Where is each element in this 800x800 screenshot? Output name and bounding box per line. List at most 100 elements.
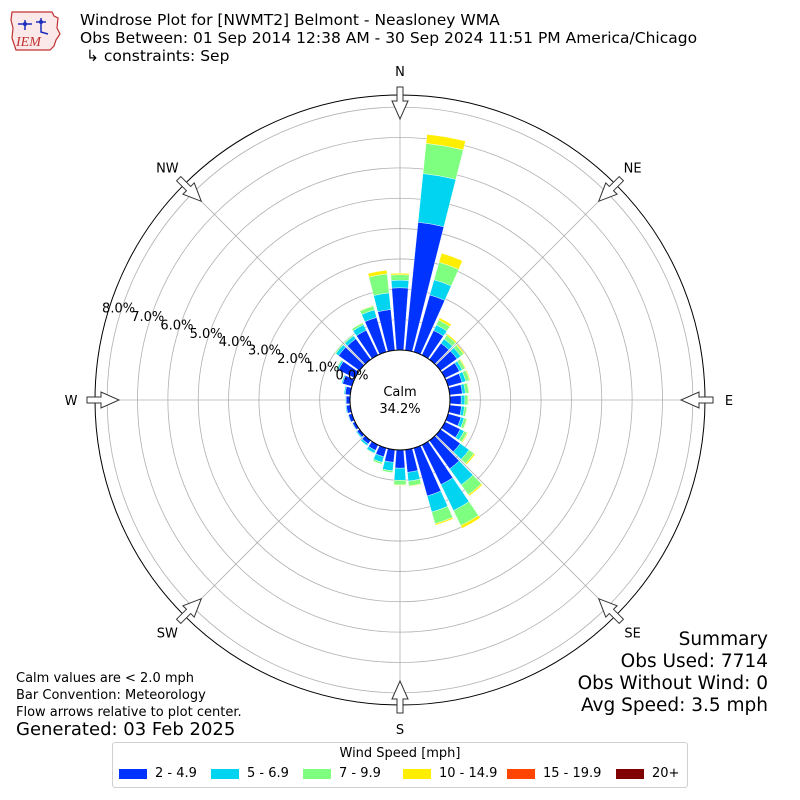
radial-tick-label: 1.0%	[306, 360, 339, 375]
windrose-bar	[345, 405, 348, 414]
legend-label: 7 - 9.9	[339, 766, 381, 781]
windrose-bar	[334, 343, 344, 354]
windrose-bar	[448, 384, 463, 396]
flow-arrow-icon	[597, 175, 625, 203]
legend-title: Wind Speed [mph]	[339, 746, 461, 761]
bar-convention-note: Bar Convention: Meteorology	[16, 688, 206, 703]
grid-spoke	[435, 184, 616, 365]
legend-label: 15 - 19.9	[543, 766, 602, 781]
windrose-bar	[345, 395, 347, 405]
windrose-bar	[464, 394, 469, 406]
windrose-bar	[463, 418, 468, 429]
windrose-bar	[335, 359, 343, 370]
calm-circle	[349, 349, 451, 451]
windrose-bar	[381, 468, 394, 473]
calm-note: Calm values are < 2.0 mph	[16, 671, 195, 686]
legend-label: 2 - 4.9	[155, 766, 197, 781]
compass-label: SE	[624, 627, 640, 642]
windrose-bar	[465, 406, 468, 417]
windrose-bar	[449, 395, 462, 405]
generated-date: Generated: 03 Feb 2025	[16, 719, 236, 740]
radial-tick-label: 7.0%	[131, 310, 164, 325]
windrose-bar	[393, 484, 407, 486]
windrose-bar	[408, 483, 422, 487]
windrose-bar	[340, 374, 345, 384]
flow-arrow-icon	[86, 391, 121, 409]
chart-title: Windrose Plot for [NWMT2] Belmont - Neas…	[80, 11, 500, 29]
windrose-bar	[438, 252, 463, 270]
flow-arrow-icon	[391, 86, 409, 121]
windrose-bar	[360, 440, 368, 447]
legend-swatch	[507, 769, 535, 779]
windrose-bar	[459, 358, 467, 369]
legend-label: 5 - 6.9	[247, 766, 289, 781]
windrose-bar	[368, 273, 390, 296]
compass-label: NE	[624, 161, 642, 176]
windrose-bar	[359, 305, 374, 312]
windrose-bar	[343, 385, 346, 395]
windrose-bar	[390, 272, 410, 276]
compass-label: S	[396, 723, 404, 738]
windrose-bar	[461, 432, 469, 443]
windrose-bar	[384, 448, 396, 463]
legend-swatch	[119, 769, 147, 779]
windrose-bar	[393, 479, 407, 486]
compass-label: NW	[156, 161, 179, 176]
flow-arrow-icon	[597, 597, 625, 625]
windrose-bar	[351, 322, 363, 330]
windrose-bar	[367, 270, 388, 278]
radial-tick-label: 5.0%	[190, 327, 223, 342]
radial-tick-label: 6.0%	[160, 318, 193, 333]
windrose-bar	[417, 173, 457, 227]
windrose-bar	[434, 517, 454, 526]
compass-label: SW	[157, 627, 178, 642]
logo-text: IEM	[15, 35, 42, 50]
compass-label: N	[395, 65, 405, 80]
windrose-bar	[393, 467, 407, 481]
flow-note: Flow arrows relative to plot center.	[16, 705, 242, 720]
radial-tick-label: 4.0%	[219, 335, 252, 350]
radial-tick-label: 2.0%	[277, 352, 310, 367]
grid-spoke	[184, 184, 365, 365]
windrose-bar	[372, 458, 383, 465]
legend-swatch	[616, 769, 644, 779]
windrose-bar	[466, 382, 470, 394]
windrose-bar	[347, 414, 352, 423]
windrose-bar	[446, 333, 457, 344]
flow-arrow-icon	[175, 597, 203, 625]
windrose-bar	[460, 515, 481, 529]
radial-tick-label: 8.0%	[102, 302, 135, 317]
windrose-bar	[394, 449, 406, 469]
windrose-bar	[448, 404, 462, 416]
windrose-bar	[425, 134, 466, 151]
windrose-bar	[366, 448, 375, 455]
legend-label: 20+	[652, 766, 680, 781]
grid-spoke	[435, 435, 616, 616]
summary-obs-without-wind: Obs Without Wind: 0	[577, 673, 768, 694]
calm-label: Calm	[383, 385, 416, 400]
legend-swatch	[211, 769, 239, 779]
legend-swatch	[403, 769, 431, 779]
legend-label: 10 - 14.9	[439, 766, 498, 781]
windrose-bar	[373, 292, 392, 313]
flow-arrow-icon	[175, 175, 203, 203]
windrose-bar	[456, 344, 465, 355]
windrose-bar	[460, 395, 466, 405]
windrose-bar	[438, 317, 452, 327]
compass-label: E	[725, 394, 733, 409]
windrose-bar	[391, 279, 409, 289]
windrose-bar	[355, 431, 362, 439]
windrose-bar	[422, 143, 464, 180]
summary-obs-used: Obs Used: 7714	[620, 651, 768, 672]
legend-swatch	[303, 769, 331, 779]
calm-percent: 34.2%	[379, 402, 420, 417]
radial-tick-label: 3.0%	[248, 344, 281, 359]
windrose-bar	[468, 483, 483, 497]
windrose-bar	[467, 394, 469, 406]
compass-label: W	[65, 394, 78, 409]
iem-logo: IEM	[10, 11, 61, 51]
radial-tick-label: 0.0%	[335, 369, 368, 384]
windrose-bar	[465, 453, 476, 465]
obs-period: Obs Between: 01 Sep 2014 12:38 AM - 30 S…	[80, 29, 698, 47]
windrose-bar	[465, 369, 471, 381]
